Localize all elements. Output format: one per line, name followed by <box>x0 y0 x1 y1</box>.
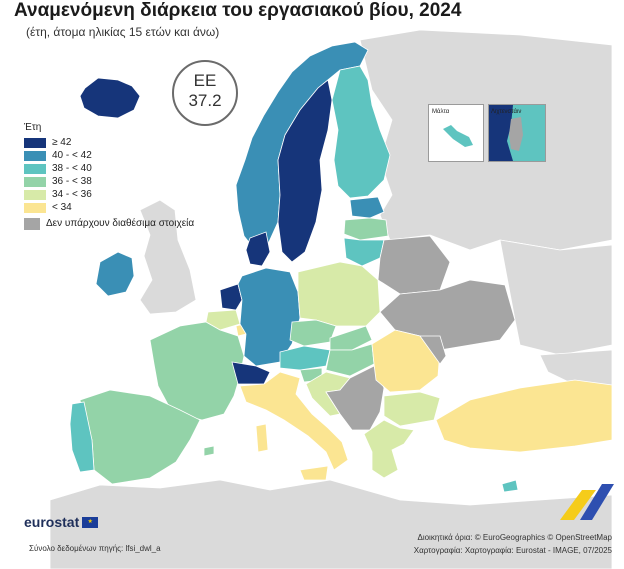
liechtenstein-shape <box>509 117 523 151</box>
region-finland <box>331 65 391 199</box>
region-estonia <box>349 196 385 219</box>
highlight-value: 37.2 <box>188 91 222 110</box>
legend-row: 38 - < 40 <box>24 162 194 175</box>
eurostat-stripe-blue <box>580 484 614 520</box>
legend-swatch <box>24 176 46 187</box>
legend-row: 36 - < 38 <box>24 175 194 188</box>
legend-label: 34 - < 36 <box>52 189 92 200</box>
eurostat-logo: eurostat ★ <box>24 514 99 530</box>
legend-swatch <box>24 137 46 148</box>
region-romania <box>371 329 441 393</box>
region-sicily <box>299 465 329 481</box>
region-turkey <box>435 379 613 453</box>
inset-malta-map <box>443 125 473 147</box>
region-north-africa <box>49 479 613 569</box>
region-russia-north <box>359 29 613 251</box>
map-title: Αναμενόμενη διάρκεια του εργασιακού βίου… <box>14 0 462 21</box>
region-bulgaria <box>383 391 441 427</box>
region-belarus <box>377 235 451 295</box>
legend-label: 36 - < 38 <box>52 176 92 187</box>
legend-swatch <box>24 202 46 213</box>
region-austria <box>279 345 331 371</box>
legend-swatch <box>24 217 40 230</box>
region-lithuania <box>343 237 385 267</box>
legend: Έτη ≥ 42 40 - < 42 38 - < 40 36 - < 38 3… <box>24 122 194 230</box>
region-moldova <box>419 335 447 365</box>
region-sardinia <box>255 423 269 453</box>
legend-row: 40 - < 42 <box>24 149 194 162</box>
region-czechia <box>289 319 337 347</box>
region-belgium <box>205 309 241 331</box>
legend-row: < 34 <box>24 201 194 214</box>
region-portugal <box>69 401 95 473</box>
highlight-code: EE <box>193 71 217 90</box>
inset-malta: Μάλτα <box>428 104 484 162</box>
region-poland <box>297 261 381 327</box>
malta-shape <box>443 125 473 147</box>
eu-flag-icon: ★ <box>82 516 99 528</box>
region-france <box>149 321 245 421</box>
source-note: Σύνολο δεδομένων πηγής: lfsi_dwl_a <box>29 544 161 553</box>
legend-label: 38 - < 40 <box>52 163 92 174</box>
legend-label: 40 - < 42 <box>52 150 92 161</box>
legend-label: ≥ 42 <box>52 137 72 148</box>
region-ukraine-east <box>499 239 613 356</box>
region-ukraine <box>379 279 516 351</box>
credits: Διοικητικά όρια: © EuroGeographics © Ope… <box>414 531 612 557</box>
region-netherlands <box>219 283 243 311</box>
region-switzerland <box>231 361 271 385</box>
eurostat-wordmark: eurostat <box>24 514 80 530</box>
region-cyprus <box>501 479 519 493</box>
inset-liechtenstein-map <box>489 105 545 161</box>
legend-row: ≥ 42 <box>24 136 194 149</box>
legend-swatch <box>24 189 46 200</box>
region-italy <box>239 371 349 471</box>
region-uk <box>139 199 197 315</box>
region-ireland <box>95 251 135 297</box>
inset-switzerland <box>489 105 513 161</box>
credits-boundaries: Διοικητικά όρια: © EuroGeographics © Ope… <box>417 533 612 542</box>
legend-swatch <box>24 150 46 161</box>
region-western-balkans <box>325 365 385 431</box>
inset-malta-label: Μάλτα <box>432 109 450 115</box>
region-slovakia <box>329 325 373 351</box>
region-iceland <box>79 77 141 119</box>
region-latvia <box>343 217 389 241</box>
legend-title: Έτη <box>24 122 42 133</box>
legend-row-no-data: Δεν υπάρχουν διαθέσιμα στοιχεία <box>24 217 194 230</box>
inset-liechtenstein: Λιχτενστάιν <box>488 104 546 162</box>
legend-label: Δεν υπάρχουν διαθέσιμα στοιχεία <box>46 218 195 229</box>
region-balearic <box>203 445 215 457</box>
region-sweden <box>277 79 333 263</box>
legend-row: 34 - < 36 <box>24 188 194 201</box>
legend-label: < 34 <box>52 202 72 213</box>
map-subtitle: (έτη, άτομα ηλικίας 15 ετών και άνω) <box>26 25 220 39</box>
legend-swatch <box>24 163 46 174</box>
region-greece <box>363 419 415 479</box>
region-germany <box>237 267 301 367</box>
inset-liechtenstein-label: Λιχτενστάιν <box>491 109 522 115</box>
eurostat-stripe-yellow <box>560 490 596 520</box>
region-denmark <box>245 231 271 267</box>
credits-cartography: Χαρτογραφία: Χαρτογραφία: Eurostat - IMA… <box>413 546 612 555</box>
highlight-circle: EE 37.2 <box>172 60 238 126</box>
